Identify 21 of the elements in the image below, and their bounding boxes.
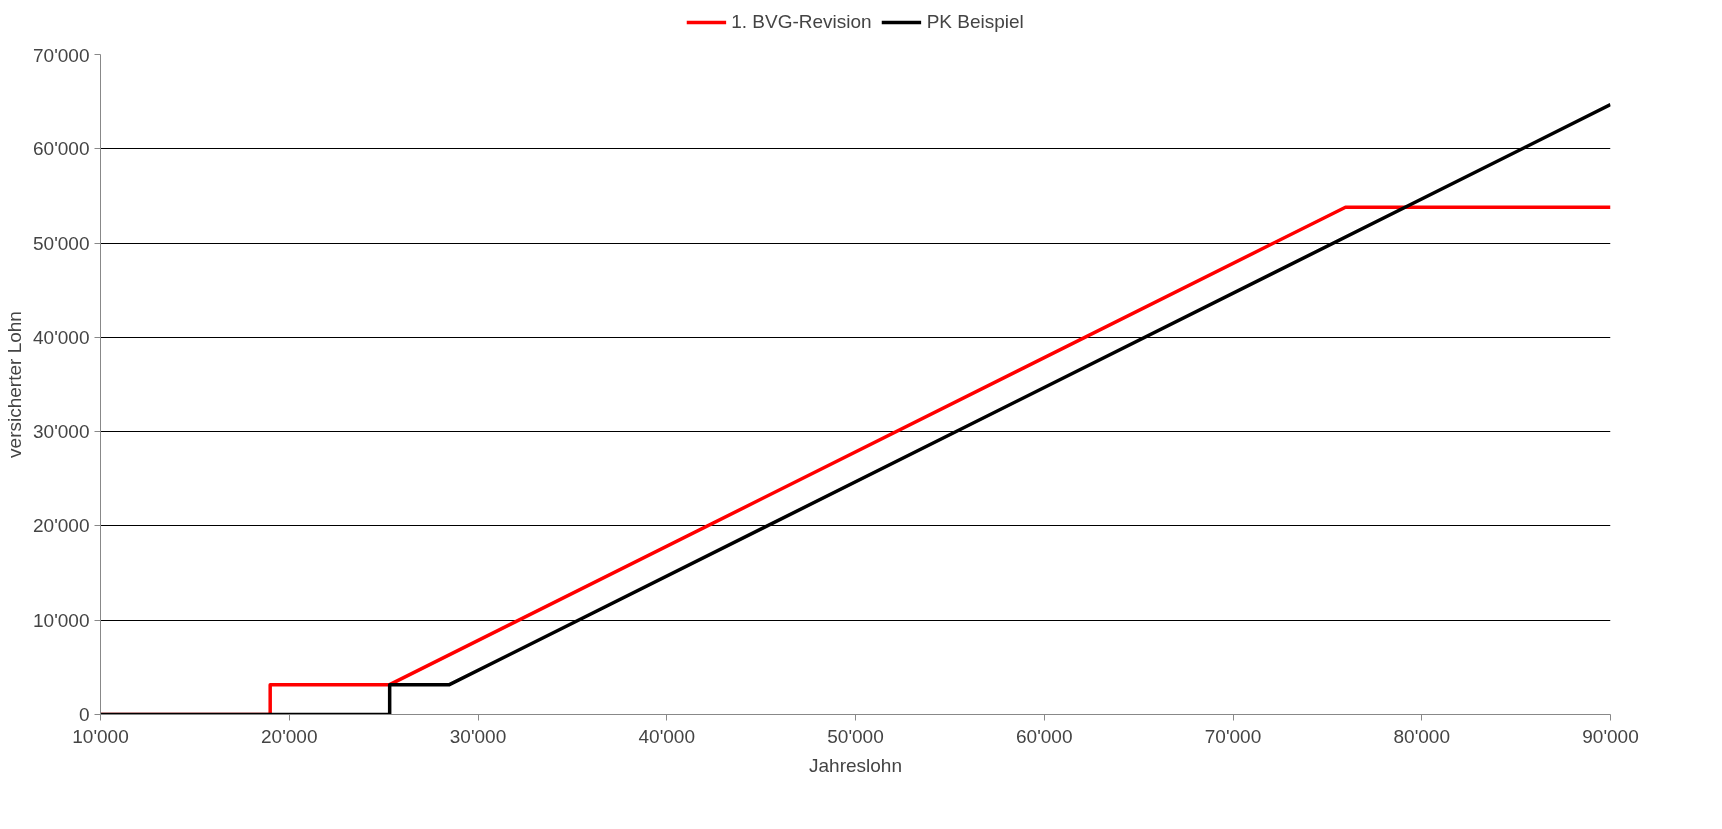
x-tick-label: 70'000	[1204, 725, 1262, 747]
x-tick-label: 60'000	[1016, 725, 1073, 747]
y-tick-label: 70'000	[33, 44, 90, 66]
x-tick-label: 40'000	[638, 725, 695, 747]
x-tick-label: 90'000	[1582, 725, 1639, 747]
y-tick-label: 10'000	[33, 609, 90, 631]
y-tick-label: 60'000	[33, 138, 90, 160]
x-tick-label: 10'000	[72, 725, 129, 747]
y-tick-label: 0	[78, 704, 90, 725]
x-tick-label: 30'000	[449, 725, 507, 747]
legend-label: 1. BVG-Revision	[731, 11, 872, 33]
y-axis-title: versicherter Lohn	[4, 311, 26, 458]
x-axis-title: Jahreslohn	[809, 754, 902, 776]
y-tick-label: 20'000	[33, 515, 90, 537]
y-tick-label: 30'000	[33, 421, 90, 443]
x-tick-label: 80'000	[1393, 725, 1450, 747]
y-tick-label: 40'000	[33, 326, 90, 348]
x-tick-label: 50'000	[827, 725, 884, 747]
y-tick-label: 50'000	[33, 232, 90, 254]
x-tick-label: 20'000	[261, 725, 318, 747]
legend-label: PK Beispiel	[926, 11, 1024, 33]
